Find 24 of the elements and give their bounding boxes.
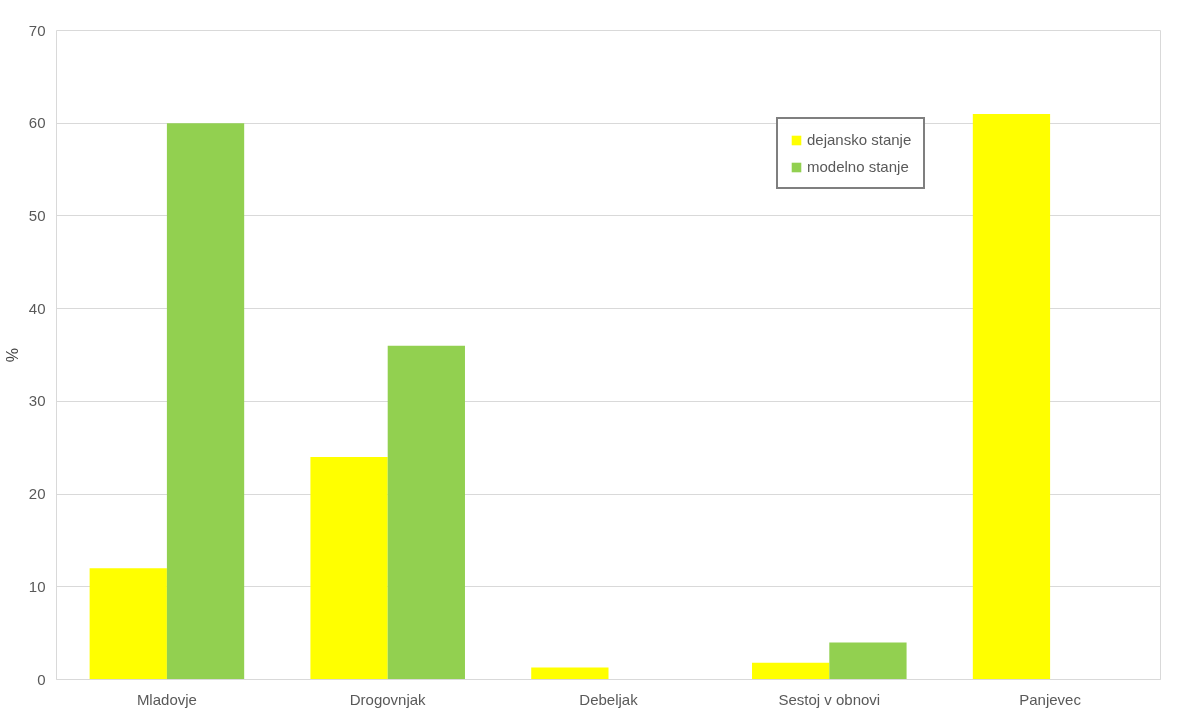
y-tick-label: 70: [28, 21, 46, 39]
y-axis-title: %: [3, 347, 21, 363]
bar: [829, 642, 907, 680]
y-tick-label: 30: [28, 392, 46, 410]
bar: [752, 662, 830, 680]
legend-label: modelno stanje: [807, 158, 909, 175]
bar: [972, 113, 1051, 680]
y-tick-label: 0: [37, 670, 46, 688]
x-tick-label: Drogovnjak: [349, 690, 427, 708]
x-tick-label: Sestoj v obnovi: [778, 690, 881, 708]
x-tick-label: Mladovje: [136, 690, 197, 708]
y-tick-label: 50: [28, 206, 46, 224]
y-tick-label: 40: [28, 299, 46, 317]
legend-label: dejansko stanje: [807, 131, 912, 148]
x-tick-label: Debeljak: [579, 690, 639, 708]
bar: [531, 667, 609, 680]
y-tick-label: 10: [28, 577, 46, 595]
bar: [89, 568, 167, 680]
x-tick-label: Panjevec: [1019, 690, 1082, 708]
bar: [310, 456, 388, 680]
bar: [387, 345, 465, 680]
bar: [166, 123, 245, 680]
y-tick-label: 20: [28, 485, 46, 503]
y-tick-label: 60: [28, 114, 46, 132]
